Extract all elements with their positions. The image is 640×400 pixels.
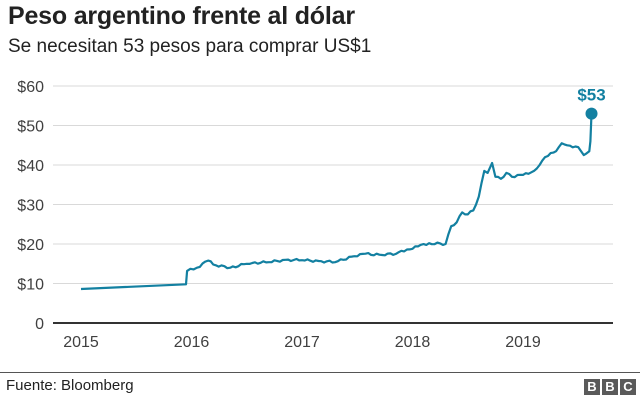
line-chart: 0 $10 $20 $30 $40 $50 $60 2015 2016 2017 2018 2019… (17, 79, 613, 351)
y-tick-label: $40 (17, 158, 44, 175)
bbc-logo-letter: C (620, 379, 636, 395)
bbc-logo: B B C (584, 379, 636, 395)
source-note: Fuente: Bloomberg (6, 377, 134, 394)
y-tick-label: $60 (17, 79, 44, 96)
y-tick-label: $10 (17, 277, 44, 294)
gridlines (53, 85, 613, 284)
x-tick-label: 2016 (174, 334, 210, 351)
y-tick-label: $50 (17, 119, 44, 136)
chart-subtitle: Se necesitan 53 pesos para comprar US$1 (8, 36, 372, 57)
footer-divider (0, 372, 640, 373)
y-tick-label: $30 (17, 198, 44, 215)
x-tick-label: 2019 (505, 334, 541, 351)
x-tick-label: 2018 (395, 334, 431, 351)
chart-title: Peso argentino frente al dólar (8, 2, 355, 30)
x-tick-label: 2017 (284, 334, 320, 351)
exchange-rate-line (80, 113, 593, 291)
y-tick-label: 0 (35, 316, 44, 333)
latest-value-label: $53 (577, 86, 605, 105)
y-axis: 0 $10 $20 $30 $40 $50 $60 (17, 79, 44, 333)
x-tick-label: 2015 (63, 334, 99, 351)
latest-value-marker (585, 107, 598, 120)
x-axis: 2015 2016 2017 2018 2019 (63, 334, 541, 351)
bbc-logo-letter: B (602, 379, 618, 395)
y-tick-label: $20 (17, 237, 44, 254)
bbc-logo-letter: B (584, 379, 600, 395)
